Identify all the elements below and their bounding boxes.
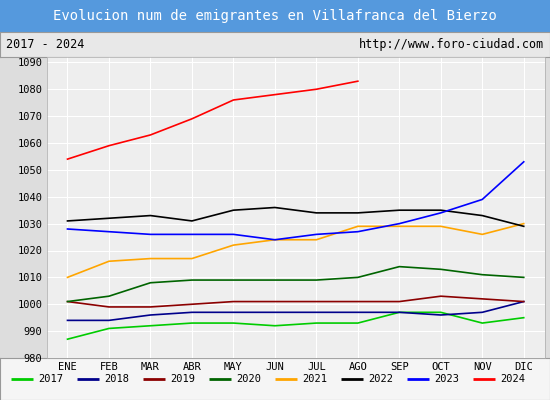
Text: 2020: 2020: [236, 374, 261, 384]
Text: 2022: 2022: [368, 374, 393, 384]
Text: 2018: 2018: [104, 374, 129, 384]
Text: 2017 - 2024: 2017 - 2024: [6, 38, 84, 51]
Text: http://www.foro-ciudad.com: http://www.foro-ciudad.com: [359, 38, 544, 51]
Text: 2019: 2019: [170, 374, 195, 384]
Text: Evolucion num de emigrantes en Villafranca del Bierzo: Evolucion num de emigrantes en Villafran…: [53, 9, 497, 23]
Text: 2023: 2023: [434, 374, 459, 384]
Text: 2021: 2021: [302, 374, 327, 384]
Text: 2024: 2024: [500, 374, 525, 384]
Text: 2017: 2017: [39, 374, 63, 384]
